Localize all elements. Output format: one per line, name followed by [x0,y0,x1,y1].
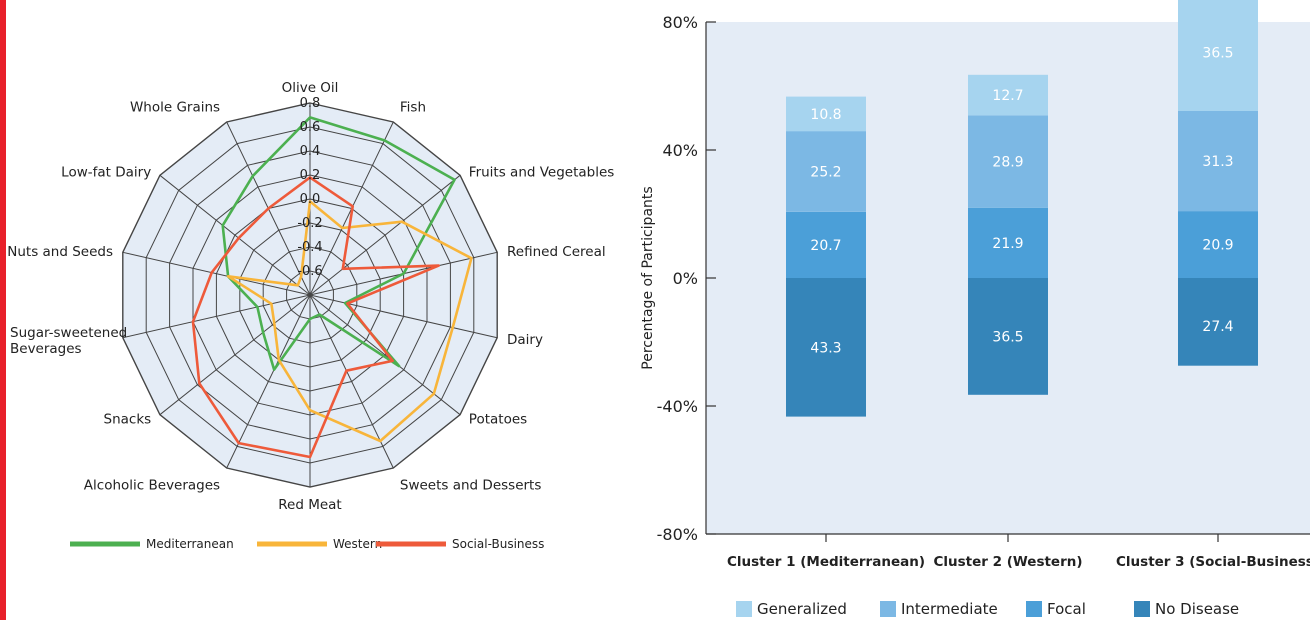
radar-legend: Mediterranean Western Social-Business [70,537,544,551]
bar-no-disease [1178,278,1258,366]
radar-tick-label: 0.4 [300,144,321,159]
bar-label-focal: 20.9 [1202,238,1233,254]
bar-label-intermediate: 28.9 [992,155,1023,171]
bar-no-disease [968,278,1048,395]
radar-label-dairy: Dairy [507,332,543,348]
bar-segments: 43.3 20.7 25.2 10.8 36.5 21.9 28.9 12.7 27.4 20.9… [786,0,1258,417]
radar-label-sweets-and-desserts: Sweets and Desserts [400,477,541,493]
bar-intermediate [968,115,1048,208]
bar-focal [786,211,866,278]
x-tick-label: Cluster 2 (Western) [933,554,1082,570]
radar-tick-label: -0.4 [297,240,322,255]
radar-category-labels: Olive Oil Fish Fruits and Vegetables Refine… [7,80,614,513]
legend-swatch-intermediate [880,601,896,617]
bar-label-no-disease: 43.3 [810,340,841,356]
radar-tick-label: -0.6 [297,264,322,279]
y-tick-label: 80% [662,13,698,32]
radar-series-western [226,200,473,443]
bar-legend: Generalized Intermediate Focal No Disease [736,600,1239,618]
radar-spoke [122,251,311,296]
radar-grid [122,102,498,488]
bar-no-disease [786,278,866,417]
bar-label-focal: 20.7 [810,238,841,254]
radar-label-alcoholic-beverages: Alcoholic Beverages [84,477,220,493]
radar-label-sugar-sweetened-beverages: Sugar-sweetened Beverages [10,325,127,357]
bar-label-generalized: 12.7 [992,88,1023,104]
radar-label-refined-cereal: Refined Cereal [507,244,606,260]
bar-intermediate [1178,111,1258,212]
legend-swatch-no-disease [1134,601,1150,617]
radar-spoke [309,294,461,416]
legend-swatch-generalized [736,601,752,617]
legend-label-social-business: Social-Business [452,537,544,551]
y-tick-label: 0% [673,269,698,288]
y-axis-title: Percentage of Participants [640,186,656,369]
legend-label-focal: Focal [1047,600,1086,618]
radar-tick-label: 0.0 [300,192,321,207]
radar-spoke [309,294,394,469]
y-tick-label: 40% [662,141,698,160]
legend-label-western: Western [333,537,382,551]
radar-tick-label: -0.2 [297,216,322,231]
radar-tick-labels: 0.8 0.6 0.4 0.2 0.0 -0.2 -0.4 -0.6 [297,96,322,279]
legend-label-no-disease: No Disease [1155,600,1239,618]
bar-label-generalized: 10.8 [810,107,841,123]
radar-series-mediterranean [221,116,456,371]
radar-label-nuts-and-seeds: Nuts and Seeds [7,244,113,260]
radar-label-olive-oil: Olive Oil [282,80,339,96]
radar-tick-label: 0.2 [300,168,321,183]
radar-label-snacks: Snacks [104,412,152,428]
bar-generalized [786,96,866,132]
bar-label-intermediate: 25.2 [810,164,841,180]
radar-label-fruits-and-vegetables: Fruits and Vegetables [469,165,615,181]
x-tick-label: Cluster 3 (Social-Business) [1116,554,1310,570]
radar-label-low-fat-dairy: Low-fat Dairy [61,165,151,181]
bar-label-no-disease: 36.5 [992,329,1023,345]
radar-tick-label: 0.6 [300,120,321,135]
bar-generalized [1178,0,1258,112]
radar-label-whole-grains: Whole Grains [130,100,220,116]
radar-spoke [309,174,461,296]
bar-focal [968,207,1048,278]
radar-spoke [159,294,311,416]
radar-spoke [159,174,311,296]
legend-label-mediterranean: Mediterranean [146,537,234,551]
radar-tick-label: 0.8 [300,96,321,111]
radar-series [191,116,473,459]
radar-label-potatoes: Potatoes [469,412,527,428]
bar-label-generalized: 36.5 [1202,46,1233,62]
radar-spoke [122,294,311,339]
radar-label-red-meat: Red Meat [278,497,341,513]
bar-generalized [968,74,1048,116]
bar-axes: 80% 40% 0% -40% -80% Cluster 1 (Mediterranean… [640,13,1310,570]
legend-label-intermediate: Intermediate [901,600,998,618]
bar-label-focal: 21.9 [992,236,1023,252]
bar-label-intermediate: 31.3 [1202,154,1233,170]
legend-swatch-focal [1026,601,1042,617]
accent-bar [0,0,6,620]
radar-chart: 0.8 0.6 0.4 0.2 0.0 -0.2 -0.4 -0.6 Olive Oil Fis… [7,80,614,551]
radar-label-fish: Fish [400,100,426,116]
bar-focal [1178,211,1258,278]
radar-spoke [226,294,311,469]
bar-intermediate [786,131,866,212]
radar-spoke [309,294,498,339]
radar-series-social-business [191,176,441,459]
x-tick-label: Cluster 1 (Mediterranean) [727,554,925,570]
y-tick-label: -80% [657,525,698,544]
y-tick-label: -40% [657,397,698,416]
legend-label-generalized: Generalized [757,600,847,618]
bar-label-no-disease: 27.4 [1202,319,1233,335]
